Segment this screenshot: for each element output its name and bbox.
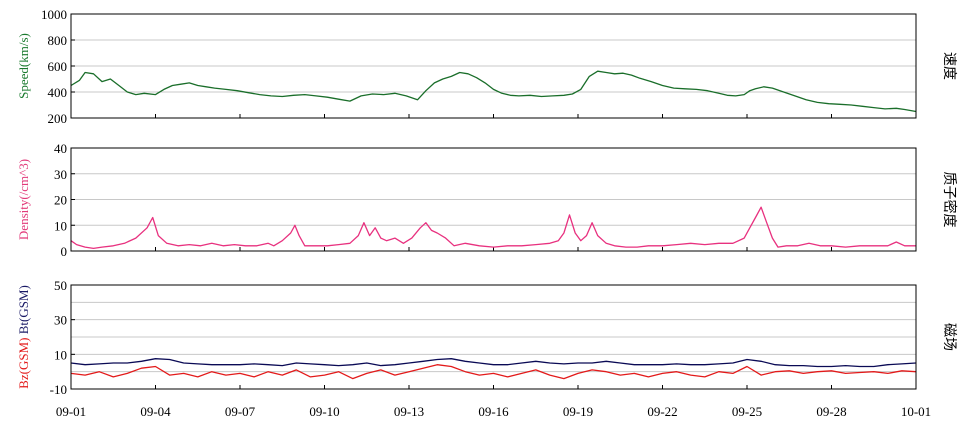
series-line-magnetic-1 — [70, 364, 917, 380]
side-label-density: 质子密度 — [941, 172, 958, 228]
x-tick-label: 09-19 — [563, 404, 593, 419]
y-axis-label: Speed(km/s) — [16, 33, 31, 99]
x-tick-label: 09-16 — [478, 404, 509, 419]
panel-density: 40 30 20 10 0 Density(/cm^3) 质子密度 — [16, 141, 958, 259]
x-tick-label: 09-04 — [140, 404, 171, 419]
x-tick-label: 09-01 — [56, 404, 86, 419]
y-tick-label: 40 — [54, 141, 67, 156]
x-tick-label: 10-01 — [901, 404, 931, 419]
y-tick-label: 800 — [48, 33, 68, 48]
y-tick-label: 600 — [48, 59, 68, 74]
panel-magnetic: 50 30 10 -10 Bz(GSM) Bt(GSM) 磁场 — [16, 278, 957, 397]
series-line-density-0 — [70, 206, 916, 250]
y-tick-label: 400 — [48, 85, 68, 100]
y-tick-label: 10 — [54, 218, 67, 233]
y-tick-label: 10 — [54, 347, 67, 362]
y-axis-label: Density(/cm^3) — [16, 159, 31, 240]
y-axis-label: Bz(GSM) Bt(GSM) — [16, 285, 31, 389]
panel-speed: 1000 800 600 400 200 Speed(km/s) 速度 — [16, 7, 957, 126]
x-tick-label: 09-22 — [647, 404, 677, 419]
x-tick-label: 09-13 — [394, 404, 424, 419]
y-tick-label: 30 — [54, 313, 67, 328]
series-line-magnetic-0 — [70, 358, 917, 368]
y-tick-label: -10 — [50, 382, 67, 397]
x-tick-label: 09-25 — [732, 404, 762, 419]
side-label-speed: 速度 — [941, 52, 957, 80]
y-tick-label: 50 — [54, 278, 67, 293]
y-axis-label-part: Bz(GSM) — [16, 338, 31, 389]
panel-frame — [70, 147, 917, 252]
x-tick-label: 09-28 — [816, 404, 846, 419]
x-tick-label: 09-10 — [309, 404, 339, 419]
x-tick-label: 09-07 — [225, 404, 256, 419]
series-line-speed-0 — [70, 70, 917, 113]
side-label-magnetic: 磁场 — [941, 323, 957, 351]
y-tick-label: 1000 — [41, 7, 67, 22]
panel-frame — [70, 284, 917, 390]
y-tick-label: 20 — [54, 193, 67, 208]
y-tick-label: 0 — [61, 244, 68, 259]
y-tick-label: 200 — [48, 111, 68, 126]
y-axis-label-part: Bt(GSM) — [16, 285, 31, 337]
y-tick-label: 30 — [54, 167, 67, 182]
panel-frame — [70, 13, 917, 119]
